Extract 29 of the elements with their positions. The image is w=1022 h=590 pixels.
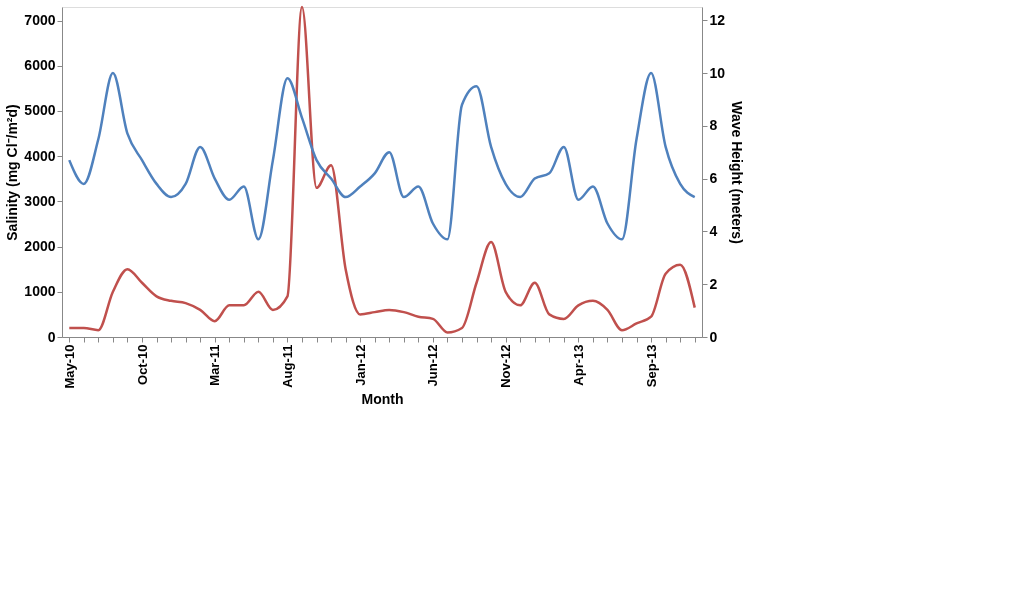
x-tick-label: Jan-12 [352, 344, 368, 386]
y-tick-label: 2000 [24, 238, 56, 255]
y-tick-label: 7000 [24, 12, 56, 29]
y-tick-label: 5000 [24, 102, 56, 119]
y2-tick-label: 0 [709, 328, 718, 345]
y-axis-title: Salinity (mg Cl⁻/m²d) [4, 104, 21, 241]
x-tick-label: Jun-12 [425, 344, 441, 387]
x-axis-title: Month [361, 390, 404, 407]
y-tick-label: 3000 [24, 192, 56, 209]
y2-tick-label: 2 [709, 275, 718, 292]
x-tick-label: Apr-13 [570, 344, 586, 386]
y2-tick-label: 8 [709, 117, 718, 134]
x-tick-label: Mar-11 [207, 344, 223, 386]
x-tick-label: Aug-11 [279, 344, 295, 388]
y2-tick-label: 10 [709, 64, 726, 81]
y2-axis-title: Wave Height (meters) [729, 101, 746, 244]
y-tick-label: 4000 [24, 147, 56, 164]
y2-tick-label: 4 [709, 222, 718, 239]
y-tick-label: 0 [47, 328, 56, 345]
x-tick-label: Oct-10 [134, 344, 150, 385]
y-tick-label: 1000 [24, 283, 56, 300]
y2-tick-label: 12 [709, 11, 726, 28]
x-tick-label: Nov-12 [498, 344, 514, 388]
line-series [68, 71, 696, 241]
y2-tick-label: 6 [709, 170, 718, 187]
y-tick-label: 6000 [24, 57, 56, 74]
x-tick-label: May-10 [61, 344, 77, 389]
x-tick-label: Sep-13 [643, 344, 659, 388]
line-series [68, 5, 696, 334]
